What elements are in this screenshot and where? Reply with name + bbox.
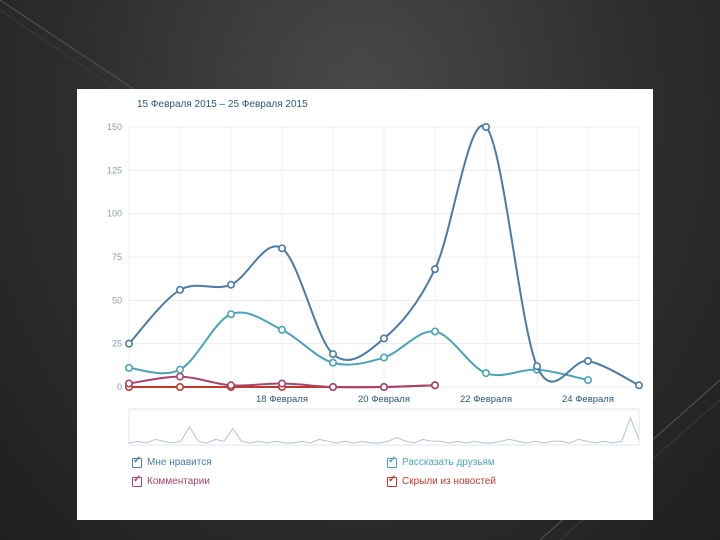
legend-share[interactable]: ✓ Рассказать друзьям	[387, 454, 495, 468]
x-tick-label: 24 Февраля	[562, 394, 614, 405]
data-point	[430, 327, 439, 336]
data-point	[634, 381, 643, 390]
data-point	[124, 379, 133, 388]
data-point	[278, 325, 287, 334]
checkbox-hidden[interactable]: ✓	[387, 473, 397, 487]
legend-hidden[interactable]: ✓ Скрыли из новостей	[387, 473, 496, 487]
line-chart: 0 25 50 75 100 125 150 18 Февраля 20 Февраля 22 Ф…	[107, 122, 643, 446]
overview-sparkline	[128, 416, 640, 444]
legend-likes[interactable]: ✓ Мне нравится	[132, 454, 212, 468]
y-tick-label: 75	[112, 252, 122, 262]
y-tick-label: 100	[107, 209, 122, 219]
checkbox-share[interactable]: ✓	[387, 454, 397, 468]
x-tick-label: 22 Февраля	[460, 394, 512, 405]
data-point	[329, 358, 338, 367]
y-tick-label: 125	[107, 165, 122, 175]
y-tick-label: 50	[112, 295, 122, 305]
data-point	[379, 353, 388, 362]
checkbox-likes[interactable]: ✓	[132, 454, 142, 468]
data-point	[481, 122, 490, 131]
check-icon: ✓	[133, 454, 142, 466]
overview-frame	[128, 408, 640, 446]
data-point	[227, 381, 236, 390]
data-point	[227, 280, 236, 289]
y-tick-label: 0	[117, 382, 122, 392]
data-point	[176, 372, 185, 381]
data-point	[124, 339, 133, 348]
stats-card: 15 Февраля 2015 – 25 Февраля 2015 0 25 50 7…	[77, 89, 653, 520]
data-point	[176, 285, 185, 294]
data-point	[278, 379, 287, 388]
y-tick-label: 25	[112, 339, 122, 349]
y-tick-label: 150	[107, 122, 122, 132]
series-line	[128, 311, 589, 382]
data-point	[481, 369, 490, 378]
legend-label: Скрыли из новостей	[402, 476, 496, 487]
legend-label: Мне нравится	[147, 457, 212, 468]
check-icon: ✓	[133, 473, 142, 485]
data-point	[379, 334, 388, 343]
data-point	[176, 365, 185, 374]
data-point	[329, 382, 338, 391]
x-tick-label: 18 Февраля	[256, 394, 308, 405]
legend-comments[interactable]: ✓ Комментарии	[132, 473, 210, 487]
data-point	[379, 382, 388, 391]
x-tick-label: 20 Февраля	[358, 394, 410, 405]
period-title: 15 Февраля 2015 – 25 Февраля 2015	[137, 99, 308, 110]
data-point	[532, 362, 541, 371]
data-point	[583, 356, 592, 365]
data-point	[430, 265, 439, 274]
data-point	[583, 376, 592, 385]
data-point	[329, 350, 338, 359]
data-point	[124, 363, 133, 372]
legend-label: Комментарии	[147, 476, 210, 487]
check-icon: ✓	[388, 473, 397, 485]
data-point	[176, 382, 185, 391]
check-icon: ✓	[388, 454, 397, 466]
data-point	[227, 310, 236, 319]
checkbox-comments[interactable]: ✓	[132, 473, 142, 487]
legend-label: Рассказать друзьям	[402, 457, 495, 468]
data-point	[430, 381, 439, 390]
data-point	[278, 244, 287, 253]
